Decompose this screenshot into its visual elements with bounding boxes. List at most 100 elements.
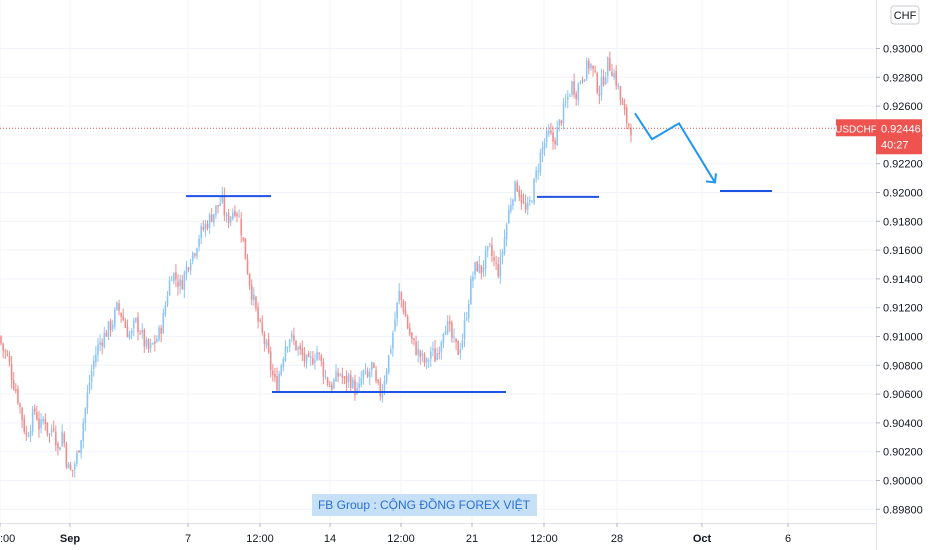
watermark-banner: FB Group : CỘNG ĐỒNG FOREX VIỆT xyxy=(312,494,537,516)
candle-body xyxy=(598,93,601,96)
candle-body xyxy=(375,370,377,381)
candle-body xyxy=(373,363,375,369)
candle-body xyxy=(25,432,28,436)
candle-body xyxy=(158,327,160,340)
candle-body xyxy=(425,358,428,363)
candle-body xyxy=(535,170,537,179)
candle-body xyxy=(430,351,432,359)
candle-body xyxy=(10,364,13,381)
candle-body xyxy=(69,465,72,470)
candle-body xyxy=(170,279,173,281)
candle-body xyxy=(208,214,211,228)
candle-body xyxy=(303,353,306,362)
time-tick-label: 28 xyxy=(611,533,623,545)
time-tick-label: 12:00 xyxy=(387,533,415,545)
candle-body xyxy=(594,70,596,72)
candle-body xyxy=(219,203,221,206)
candle-body xyxy=(82,422,85,441)
candle-body xyxy=(288,339,291,348)
candle-body xyxy=(27,436,30,438)
candle-body xyxy=(179,279,181,286)
candle-body xyxy=(550,130,552,133)
candle-body xyxy=(227,213,230,223)
candle-body xyxy=(331,384,333,390)
price-tick-label: 0.91400 xyxy=(883,274,923,286)
candle-body xyxy=(324,376,327,378)
candle-body xyxy=(0,336,2,344)
candle-body xyxy=(166,295,169,306)
candle-body xyxy=(48,433,51,435)
candle-body xyxy=(181,280,184,290)
candle-body xyxy=(187,267,190,270)
candle-body xyxy=(107,321,110,337)
candle-body xyxy=(432,348,434,350)
candle-body xyxy=(343,376,346,378)
candle-body xyxy=(31,409,34,432)
candle-body xyxy=(2,343,4,351)
candle-body xyxy=(526,202,529,211)
candle-body xyxy=(413,338,415,341)
candle-body xyxy=(347,374,350,382)
candle-body xyxy=(507,209,510,224)
candle-body xyxy=(42,418,44,422)
candle-body xyxy=(613,73,615,78)
candle-body xyxy=(349,375,352,389)
candle-body xyxy=(478,264,481,273)
candle-body xyxy=(588,60,590,69)
candle-body xyxy=(86,392,89,409)
candle-body xyxy=(615,71,617,86)
candle-body xyxy=(147,339,150,350)
candle-body xyxy=(120,312,122,317)
currency-badge-box xyxy=(890,5,920,25)
candle-body xyxy=(240,218,243,236)
candle-body xyxy=(358,383,360,389)
candle-body xyxy=(280,365,283,376)
candle-body xyxy=(185,266,188,275)
candle-body xyxy=(545,131,548,142)
candle-body xyxy=(17,389,19,403)
candle-body xyxy=(141,329,143,333)
candle-body xyxy=(474,262,476,276)
symbol-label-background xyxy=(836,119,876,137)
candle-body xyxy=(253,294,255,301)
candle-body xyxy=(459,349,462,354)
candle-body xyxy=(566,96,569,100)
candle-body xyxy=(202,227,205,230)
candle-body xyxy=(564,101,567,103)
candle-body xyxy=(362,370,365,378)
candle-body xyxy=(80,440,82,454)
candle-body xyxy=(103,332,106,348)
candle-body xyxy=(421,353,424,356)
candle-body xyxy=(198,238,200,247)
candle-body xyxy=(111,324,114,329)
last-price-label-background xyxy=(876,119,922,155)
projection-path[interactable] xyxy=(634,112,716,183)
candle-body xyxy=(164,305,167,315)
candle-body xyxy=(552,132,554,142)
candle-body xyxy=(600,76,603,95)
candle-body xyxy=(503,237,506,254)
candle-body xyxy=(175,272,177,280)
candle-body xyxy=(215,205,217,215)
candle-body xyxy=(394,319,396,331)
time-tick-label: 14 xyxy=(324,533,336,545)
candle-body xyxy=(105,332,108,337)
candle-body xyxy=(274,373,276,378)
candle-body xyxy=(248,273,251,286)
candle-body xyxy=(484,249,487,269)
candle-body xyxy=(628,123,630,126)
candle-body xyxy=(189,263,192,271)
price-tick-label: 0.90800 xyxy=(883,360,923,372)
candle-body xyxy=(522,201,525,203)
candle-body xyxy=(364,370,367,372)
time-tick-label: 12:00 xyxy=(246,533,274,545)
currency-badge[interactable]: CHF xyxy=(890,5,920,25)
candle-body xyxy=(623,104,626,110)
candle-body xyxy=(531,201,533,203)
candle-body xyxy=(162,313,165,334)
candle-body xyxy=(118,303,120,311)
candle-body xyxy=(177,281,179,287)
candle-body xyxy=(236,213,238,217)
candle-body xyxy=(554,140,556,145)
candle-body xyxy=(269,351,272,370)
